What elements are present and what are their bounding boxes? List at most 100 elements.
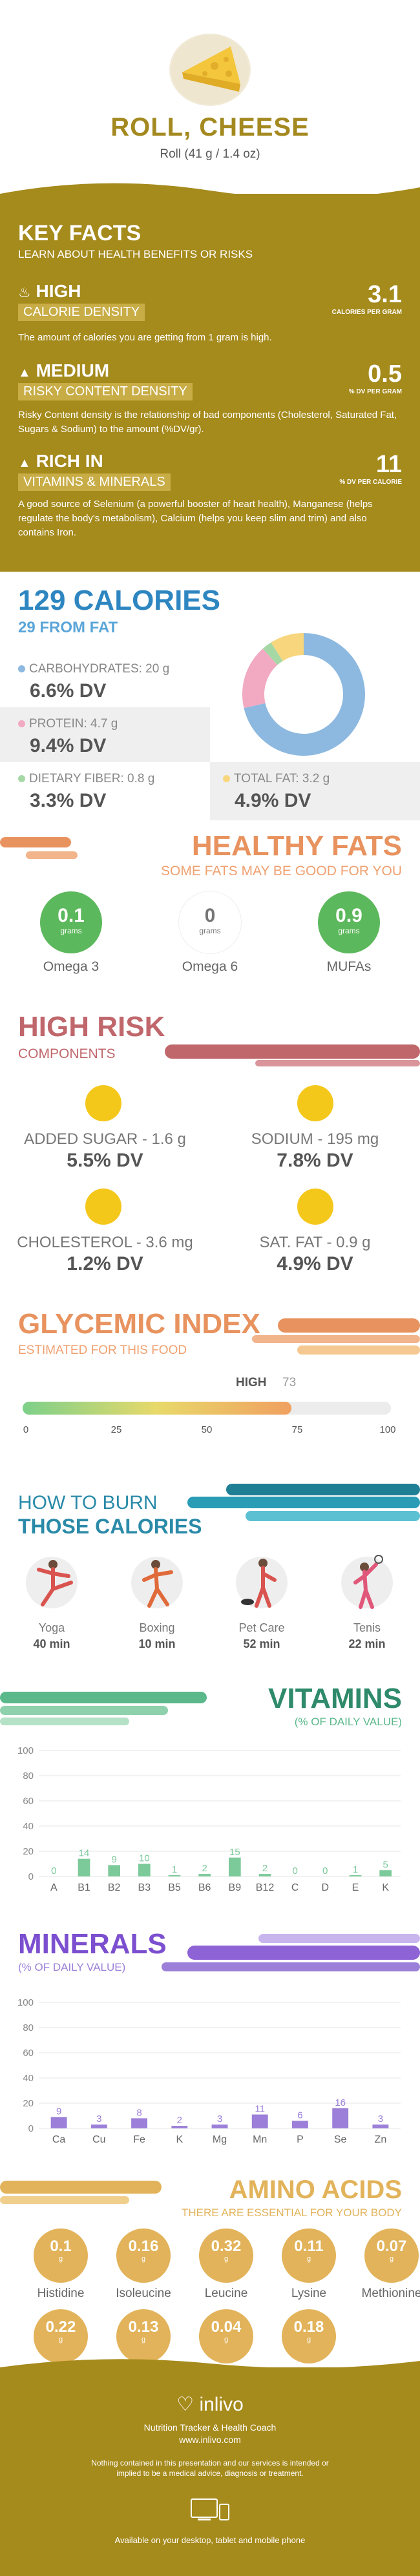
vitamins-title: VITAMINS (268, 1683, 402, 1714)
heart-icon: ♡ (176, 2394, 194, 2415)
amino-circle-lysine: 0.11 g (282, 2228, 336, 2283)
bar-value-label: 10 (139, 1853, 150, 1864)
amino-unit: g (58, 2255, 63, 2263)
fats-title: HEALTHY FATS (191, 830, 402, 862)
amino-value: 0.1 (50, 2238, 72, 2255)
x-tick-label: Fe (133, 2134, 145, 2145)
bar-value-label: 2 (262, 1863, 268, 1874)
smiley-icon (85, 1085, 121, 1121)
glycemic-level: HIGH (236, 1376, 267, 1389)
amino-label: Isoleucine (116, 2287, 171, 2300)
bar-value-label: 11 (255, 2104, 265, 2115)
smiley-icon (297, 1189, 333, 1225)
amino-value: 0.07 (376, 2238, 407, 2255)
x-tick-label: Mg (213, 2134, 227, 2145)
omega6-circle: 0 grams (179, 891, 241, 953)
bar-K (171, 2126, 188, 2128)
fat-dv: 4.9% DV (235, 790, 311, 811)
bar-value-label: 14 (79, 1848, 90, 1859)
petcare-label: Pet Care (238, 1621, 285, 1634)
cholesterol-dv: 1.2% DV (67, 1253, 143, 1274)
calorie-density-label: CALORIE DENSITY (18, 304, 145, 321)
risky-density-label: RISKY CONTENT DENSITY (18, 383, 193, 400)
y-tick-label: 60 (23, 2048, 34, 2059)
amino-value: 0.16 (128, 2238, 159, 2255)
y-tick-label: 40 (23, 1821, 34, 1832)
bar-value-label: 3 (96, 2114, 101, 2124)
amino-circle-histidine: 0.1 g (34, 2228, 88, 2283)
cholesterol-label: CHOLESTEROL - 3.6 mg (17, 1234, 193, 1251)
omega3-label: Omega 3 (43, 959, 100, 974)
amino-circle-valine: 0.18 g (282, 2309, 336, 2363)
fiber-dv: 3.3% DV (30, 790, 107, 811)
bar-value-label: 2 (202, 1863, 207, 1874)
y-tick-label: 20 (23, 2098, 34, 2109)
satfat-dv: 4.9% DV (277, 1253, 353, 1274)
mufa-circle: 0.9 grams (318, 891, 380, 953)
bar-B6 (198, 1874, 211, 1876)
omega6-value: 0 (204, 905, 216, 926)
calories-from-fat: 29 FROM FAT (18, 619, 118, 636)
protein-dot (18, 720, 25, 728)
glycemic-deco-stripes (252, 1318, 420, 1355)
rich-level: ▲ RICH IN (18, 451, 103, 471)
amino-unit: g (389, 2255, 394, 2263)
amino-unit: g (141, 2336, 146, 2343)
sodium-dv: 7.8% DV (277, 1150, 353, 1171)
calorie-density-value: 3.1 (368, 281, 402, 308)
x-tick-label: B2 (108, 1882, 121, 1893)
risky-density-desc: Risky Content density is the relationshi… (18, 410, 397, 435)
bar-value-label: 0 (322, 1865, 328, 1876)
footer-wave (0, 2359, 420, 2379)
key-facts-subtitle: LEARN ABOUT HEALTH BENEFITS OR RISKS (18, 248, 253, 260)
bar-Mn (251, 2114, 268, 2128)
bar-value-label: 6 (297, 2110, 302, 2121)
amino-value: 0.32 (211, 2238, 242, 2255)
bar-Fe (131, 2118, 147, 2128)
x-tick-label: P (297, 2134, 304, 2145)
tennis-label: Tenis (353, 1621, 381, 1634)
amino-title: AMINO ACIDS (229, 2176, 402, 2204)
fiber-fat-block: DIETARY FIBER: 0.8 g 3.3% DV TOTAL FAT: … (0, 762, 420, 820)
footer-url[interactable]: www.inlivo.com (179, 2435, 241, 2445)
risk-title: HIGH RISK (18, 1011, 165, 1043)
satfat-label: SAT. FAT - 0.9 g (259, 1234, 371, 1251)
rich-label: VITAMINS & MINERALS (18, 473, 171, 491)
bar-value-label: 1 (172, 1864, 177, 1875)
risky-level: ▲ MEDIUM (18, 360, 110, 380)
bar-value-label: 1 (353, 1864, 358, 1875)
yoga-label: Yoga (38, 1621, 65, 1634)
burn-deco-stripes (187, 1484, 420, 1521)
bar-value-label: 0 (292, 1865, 297, 1876)
key-facts-title: KEY FACTS (18, 221, 142, 245)
calories-title: 129 CALORIES (18, 585, 220, 616)
amino-circle-methionine: 0.07 g (364, 2228, 419, 2283)
smiley-icon (85, 1189, 121, 1225)
added-sugar-label: ADDED SUGAR - 1.6 g (24, 1130, 186, 1148)
amino-value: 0.11 (294, 2238, 324, 2255)
x-tick-label: Se (334, 2134, 347, 2145)
rich-value: 11 (375, 451, 402, 478)
boxing-time: 10 min (138, 1637, 176, 1650)
glycemic-scale: 0 25 50 75 100 (23, 1402, 396, 1435)
glycemic-value: 73 (282, 1376, 297, 1389)
bar-Mg (211, 2124, 228, 2128)
burn-title-1: HOW TO BURN (18, 1492, 158, 1513)
x-tick-label: B6 (198, 1882, 211, 1893)
x-tick-label: B5 (168, 1882, 181, 1893)
rich-unit: % DV PER CALORIE (339, 479, 402, 486)
y-tick-label: 100 (17, 1745, 34, 1756)
x-tick-label: Mn (253, 2134, 267, 2145)
glycemic-title: GLYCEMIC INDEX (18, 1308, 260, 1340)
serving-size: Roll (41 g / 1.4 oz) (160, 147, 260, 161)
bar-Zn (372, 2124, 389, 2128)
amino-value: 0.13 (128, 2318, 159, 2336)
amino-unit: g (224, 2336, 229, 2343)
yoga-time: 40 min (33, 1637, 70, 1650)
amino-value: 0.18 (293, 2318, 324, 2336)
minerals-bar-chart: 0 20 40 60 80 100 9 Ca 3 Cu 8 Fe 2 K 3 Mg 11 Mn 6 P 16 Se 3 Zn (17, 1997, 401, 2145)
fiber-dot (18, 775, 25, 783)
bar-K (379, 1870, 392, 1876)
smiley-icon (297, 1085, 333, 1121)
bar-P (292, 2121, 308, 2128)
